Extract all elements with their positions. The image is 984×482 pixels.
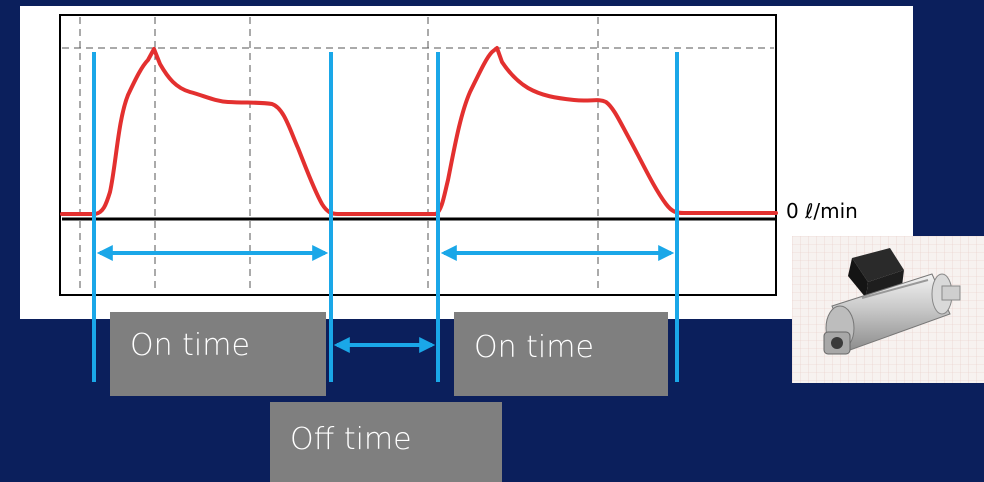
zero-flow-label: 0 ℓ/min — [786, 199, 858, 223]
chart-frame — [59, 14, 777, 296]
on-time-label-2: On time — [454, 312, 668, 396]
on-time-label-1: On time — [110, 312, 326, 396]
solenoid-valve-photo — [792, 236, 984, 383]
duration-arrows — [96, 245, 675, 353]
time-markers — [92, 52, 679, 382]
chart-panel — [20, 6, 913, 319]
off-time-label: Off time — [270, 402, 502, 482]
